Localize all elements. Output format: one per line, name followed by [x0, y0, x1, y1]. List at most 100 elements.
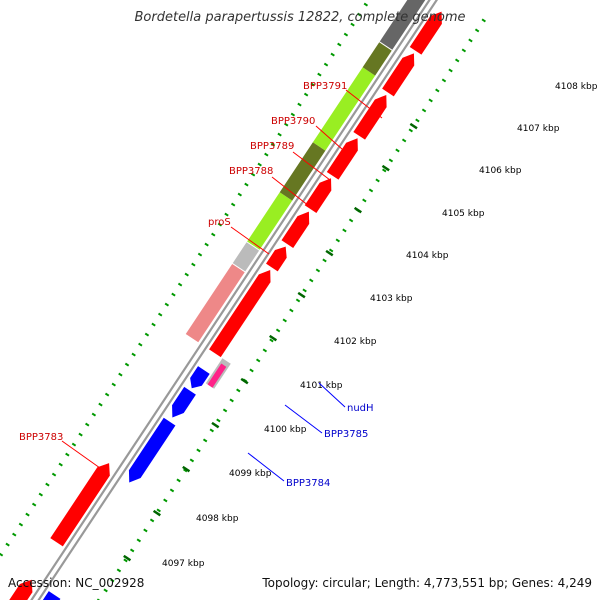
outer-tick — [157, 312, 163, 317]
outer-tick — [303, 92, 309, 97]
scale-tick — [348, 218, 354, 223]
scale-tick — [401, 138, 407, 143]
outer-tick — [5, 542, 10, 547]
gene-block-prot — [185, 263, 245, 343]
outer-tick — [51, 472, 57, 477]
outer-tick — [184, 272, 189, 277]
scale-tick — [249, 368, 254, 373]
outer-tick — [224, 212, 229, 217]
scale-tick — [428, 98, 433, 103]
scale-tick — [110, 578, 115, 583]
scale-tick — [388, 158, 394, 163]
feature-leader-line — [271, 176, 310, 207]
gene-block-grey — [232, 242, 260, 272]
outer-tick — [144, 332, 150, 337]
gene-arrow-reverse — [128, 417, 176, 483]
feature-label: BPP3788 — [229, 166, 273, 177]
outer-tick — [124, 362, 130, 367]
scale-tick — [309, 278, 314, 283]
scale-label: 4098 kbp — [196, 514, 239, 524]
outer-tick — [264, 152, 269, 157]
outer-tick — [0, 552, 4, 557]
scale-tick — [395, 148, 400, 153]
scale-tick — [362, 198, 367, 203]
scale-tick — [408, 128, 413, 133]
scale-label: 4105 kbp — [442, 209, 485, 219]
outer-tick — [151, 322, 156, 327]
scale-tick — [169, 488, 175, 493]
scale-major-tick — [240, 377, 249, 385]
feature-label: BPP3784 — [286, 478, 330, 489]
gene-arrow-forward — [304, 178, 332, 214]
outer-tick — [310, 82, 315, 87]
scale-label: 4097 kbp — [162, 559, 205, 569]
gene-arrow-forward — [353, 94, 387, 140]
scale-major-tick — [353, 206, 362, 214]
scale-major-tick — [297, 291, 306, 299]
scale-tick — [196, 448, 201, 453]
outer-tick — [297, 102, 302, 107]
scale-tick — [441, 78, 447, 83]
scale-tick — [229, 398, 234, 403]
feature-label: BPP3790 — [271, 116, 315, 127]
gene-arrow-forward — [409, 11, 442, 55]
outer-tick — [58, 462, 63, 467]
feature-label: BPP3789 — [250, 141, 294, 152]
backbone-line — [37, 0, 439, 600]
scale-tick — [289, 308, 294, 313]
gene-block-green — [312, 67, 376, 151]
scale-label: 4108 kbp — [555, 82, 598, 92]
feature-leader-line — [292, 151, 331, 181]
scale-tick — [461, 48, 467, 53]
scale-label: 4101 kbp — [300, 381, 343, 391]
outer-tick — [270, 142, 276, 147]
outer-tick — [230, 202, 236, 207]
scale-major-tick — [123, 554, 132, 562]
scale-tick — [209, 428, 214, 433]
feature-leader-line — [318, 382, 346, 408]
outer-tick — [191, 262, 196, 267]
scale-tick — [375, 178, 380, 183]
gene-arrow-forward — [382, 53, 415, 97]
feature-label: proS — [208, 217, 231, 228]
scale-major-tick — [381, 164, 390, 172]
scale-tick — [103, 588, 108, 593]
scale-tick — [315, 268, 321, 273]
feature-leader-line — [247, 452, 285, 482]
outer-tick — [104, 392, 110, 397]
outer-tick — [237, 192, 243, 197]
scale-tick — [368, 188, 374, 193]
scale-tick — [302, 288, 307, 293]
scale-tick — [382, 168, 387, 173]
scale-tick — [156, 508, 161, 513]
scale-tick — [222, 408, 228, 413]
outer-tick — [131, 352, 136, 357]
outer-tick — [98, 402, 103, 407]
feature-leader-line — [345, 89, 383, 119]
feature-leader-line — [230, 226, 270, 255]
outer-tick — [290, 112, 296, 117]
scale-major-tick — [269, 334, 278, 342]
scale-tick — [421, 108, 427, 113]
outer-tick — [217, 222, 223, 227]
scale-label: 4099 kbp — [229, 469, 272, 479]
outer-tick — [204, 242, 209, 247]
scale-tick — [202, 438, 208, 443]
outer-tick — [45, 482, 50, 487]
outer-tick — [25, 512, 30, 517]
scale-tick — [275, 328, 281, 333]
scale-label: 4107 kbp — [517, 124, 560, 134]
scale-tick — [435, 88, 440, 93]
scale-tick — [255, 358, 261, 363]
outer-tick — [363, 2, 369, 7]
scale-tick — [415, 118, 420, 123]
gene-arrow-forward — [209, 269, 271, 358]
outer-tick — [250, 172, 256, 177]
scale-tick — [123, 558, 128, 563]
gene-arrow-forward — [9, 579, 33, 600]
scale-tick — [328, 248, 334, 253]
accession-text: Accession: NC_002928 — [8, 576, 145, 590]
scale-label: 4104 kbp — [406, 251, 449, 261]
outer-tick — [277, 132, 282, 137]
